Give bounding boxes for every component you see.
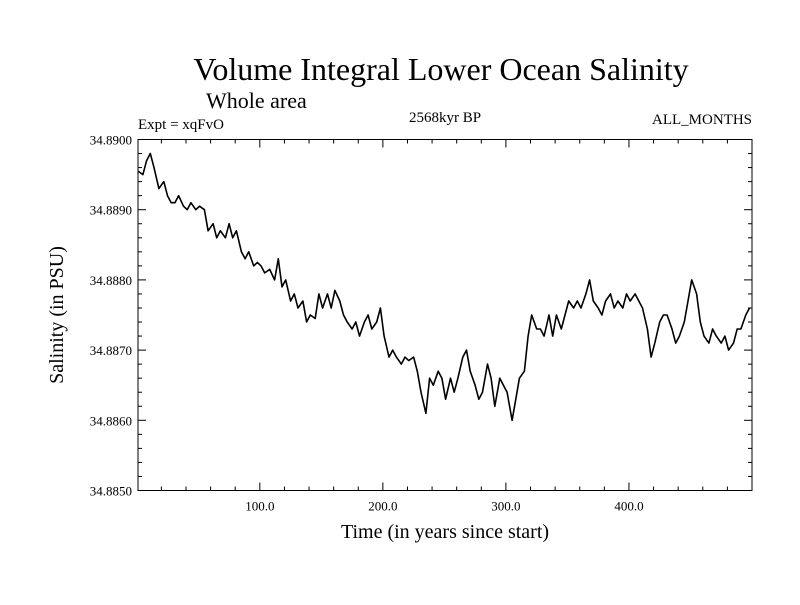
y-tick-label: 34.8850 [90,484,132,499]
months-label: ALL_MONTHS [652,112,752,128]
y-tick-label: 34.8890 [90,203,132,218]
chart-title: Volume Integral Lower Ocean Salinity [193,51,688,87]
y-tick-label: 34.8870 [90,343,132,358]
axis-ticks [138,139,752,491]
y-tick-label: 34.8900 [90,133,132,148]
x-tick-label: 200.0 [368,499,397,514]
chart-subtitle: Whole area [206,88,307,113]
y-tick-label: 34.8860 [90,413,132,428]
x-tick-label: 400.0 [614,499,643,514]
period-label: 2568kyr BP [409,110,481,126]
x-tick-label: 300.0 [491,499,520,514]
tick-labels: 34.8850 34.8860 34.8870 34.8880 34.8890 34.89… [90,133,644,514]
x-tick-label: 100.0 [245,499,274,514]
x-axis-title: Time (in years since start) [341,521,549,543]
y-axis-title: Salinity (in PSU) [46,246,68,384]
experiment-label: Expt = xqFvO [138,117,224,133]
y-tick-label: 34.8880 [90,273,132,288]
salinity-series-line [137,152,751,422]
plot-frame [137,139,753,491]
